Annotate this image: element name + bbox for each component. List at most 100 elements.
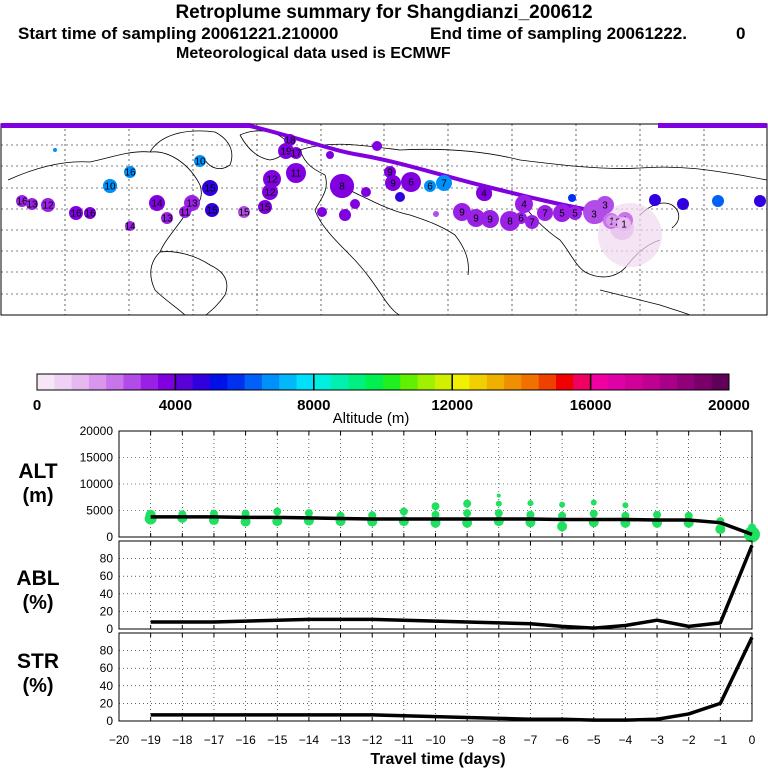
colorbar: 0 4000 8000 12000 16000 20000 Altitude (m) [33,373,750,427]
colorbar-cell [37,374,55,390]
map-marker-dot [317,207,327,217]
colorbar-cell [210,374,228,390]
map-marker-label: 15 [259,203,271,214]
map-marker-label: 11 [291,169,302,180]
map-marker-dot [436,175,452,191]
map-marker-label: 5 [572,209,578,220]
colorbar-cell [383,374,401,390]
colorbar-cell [711,374,730,390]
y-tick-label: 80 [100,644,114,658]
colorbar-cell [677,374,695,390]
map-marker-dot [372,141,382,151]
map-marker-label: 3 [602,201,608,212]
colorbar-cell [123,374,142,390]
x-tick-label: −16 [235,733,256,747]
chart-title: Retroplume summary for Shangdianzi_20061… [175,2,593,23]
map-marker-dot [424,180,436,192]
map-marker-dot [515,212,527,224]
map-marker-label: 3 [591,210,597,221]
abl-series-line [150,544,754,630]
y-tick-label: 60 [100,661,114,675]
map-marker-dot [401,172,421,192]
x-tick-label: −5 [587,733,601,747]
alt-scatter-point [715,524,726,535]
map-marker-dot [202,180,218,196]
map-marker-dot [500,211,520,231]
y-tick-label: 80 [100,552,114,566]
abl-panel: 0 20 40 60 80 ABL(%) [16,540,754,636]
y-axis-label-line1: ALT [18,460,57,483]
x-tick-label: −3 [650,733,664,747]
colorbar-cell [296,374,315,390]
colorbar-cell [313,374,332,390]
map-marker-dot [677,198,689,210]
colorbar-ticks: 0 4000 8000 12000 16000 20000 [33,374,750,414]
alt-panel: 0 5000 10000 15000 20000 ALT(m) [18,424,760,544]
map-marker-dot [515,195,533,213]
map-marker-label: 16 [124,168,136,179]
colorbar-cell [279,374,297,390]
map-marker-dot [384,166,396,178]
map-marker-label: 12 [266,175,278,186]
map-marker-dot [330,174,354,198]
alt-scatter-point [463,509,472,518]
map-marker-dot [453,203,471,221]
colorbar-tick-label: 8000 [297,397,330,414]
map-marker-dot [84,207,96,219]
colorbar-cell [331,374,349,390]
y-tick-label: 20000 [80,424,114,438]
colorbar-cell [659,374,678,390]
alt-scatter-point [463,499,472,508]
x-tick-label: −6 [555,733,569,747]
alt-scatter-point [622,502,629,509]
colorbar-cell [106,374,124,390]
x-tick-label: −19 [140,733,161,747]
y-tick-label: 10000 [80,477,114,491]
map-marker-dot [467,209,485,227]
alt-scatter-point [495,500,502,507]
map-marker-dot [339,209,351,221]
map-marker-dot [16,195,28,207]
colorbar-label: Altitude (m) [333,410,410,427]
map-marker-dot [262,184,278,200]
map-marker-label: 10 [194,157,206,168]
y-tick-label: 20 [100,604,114,618]
map-marker-label: 13 [186,199,198,210]
colorbar-cell [590,374,609,390]
x-tick-label: −7 [524,733,538,747]
start-time-text: Start time of sampling 20061221.210000 [18,24,339,43]
y-tick-label: 0 [106,530,113,544]
map-marker-dot [161,212,173,224]
trajectory-line [249,124,626,227]
map-marker-label: 4 [481,189,487,200]
map-marker-label: 9 [487,215,493,226]
x-tick-label: −17 [204,733,225,747]
colorbar-cell [365,374,384,390]
colorbar-cell [538,374,557,390]
map-marker-dot [525,215,539,229]
x-tick-label: −14 [299,733,320,747]
x-tick-label: −11 [394,733,414,747]
x-tick-label: −20 [109,733,130,747]
colorbar-cell [227,374,246,390]
map-marker-label: 8 [507,217,513,228]
map-marker-label: 13 [161,214,173,225]
map-marker-dot [481,210,499,228]
map-marker-label: 11 [180,208,191,219]
y-tick-label: 20 [100,696,114,710]
trajectory-path [1,123,767,227]
end-time-suffix: 0 [736,24,746,43]
map-marker-dot [361,187,371,197]
x-tick-label: −13 [330,733,351,747]
colorbar-frame [36,373,730,391]
map-marker-label: 15 [238,208,250,219]
map-marker-layer: 1613121616141310161515121211109987665443… [16,134,766,233]
map-marker-dot [326,151,334,159]
map-marker-dot [41,198,55,212]
y-axis-label-line2: (%) [22,592,53,614]
map-marker-label: 18 [284,136,296,147]
map-marker-dot [286,163,306,183]
map-marker-dot [649,194,661,206]
alt-scatter-point [684,511,693,520]
colorbar-cell [694,374,713,390]
